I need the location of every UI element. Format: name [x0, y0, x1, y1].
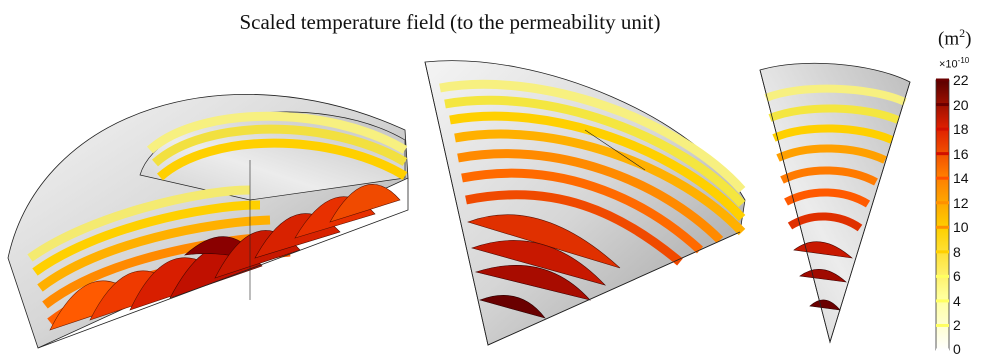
model-full-half-disc	[7, 94, 409, 349]
disc-1-bands	[27, 111, 408, 326]
colorbar-tick-label: 14	[953, 170, 969, 187]
colorbar-tick-label: 10	[953, 219, 969, 236]
colorbar-tick-label: 2	[953, 317, 961, 334]
colorbar-ticks	[936, 78, 949, 352]
colorbar-gradient	[935, 79, 950, 351]
colorbar-tick-label: 22	[953, 72, 969, 88]
colorbar-tick-label: 0	[953, 341, 961, 357]
colorbar-unit: (m2)	[938, 26, 972, 50]
colorbar-exponent: ×10-10	[939, 56, 970, 71]
disc-3-fins	[793, 241, 853, 311]
model-wedge-narrow	[759, 62, 911, 344]
colorbar-tick-label: 8	[953, 243, 961, 260]
plot-title: Scaled temperature field (to the permeab…	[239, 10, 661, 34]
colorbar-tick-label: 6	[953, 268, 961, 285]
colorbar-tick-label: 18	[953, 121, 969, 138]
colorbar-tick-label: 20	[953, 96, 969, 113]
colorbar-tick-label: 4	[953, 292, 961, 309]
colorbar-tick-label: 16	[953, 145, 969, 162]
disc-2-bands	[439, 79, 746, 266]
colorbar	[935, 78, 950, 352]
disc-3-bands	[764, 84, 907, 232]
disc-1-fins	[49, 184, 401, 331]
model-wedge-medium	[424, 60, 746, 346]
disc-2-fins	[467, 214, 621, 319]
colorbar-tick-label: 12	[953, 194, 969, 211]
